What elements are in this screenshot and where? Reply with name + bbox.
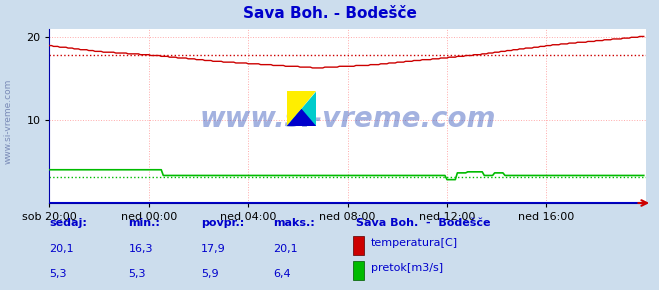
Text: maks.:: maks.: [273, 218, 315, 228]
Polygon shape [287, 91, 316, 126]
Text: min.:: min.: [129, 218, 160, 228]
Text: 17,9: 17,9 [201, 244, 226, 254]
Text: Sava Boh. - Bodešče: Sava Boh. - Bodešče [243, 6, 416, 21]
Text: 5,9: 5,9 [201, 269, 219, 279]
Text: pretok[m3/s]: pretok[m3/s] [371, 263, 443, 273]
Text: 5,3: 5,3 [49, 269, 67, 279]
Polygon shape [287, 109, 316, 126]
Text: sedaj:: sedaj: [49, 218, 87, 228]
Text: www.si-vreme.com: www.si-vreme.com [200, 106, 496, 133]
Polygon shape [287, 91, 316, 126]
Text: www.si-vreme.com: www.si-vreme.com [3, 79, 13, 164]
Text: 20,1: 20,1 [273, 244, 298, 254]
Text: temperatura[C]: temperatura[C] [371, 238, 458, 249]
Text: 16,3: 16,3 [129, 244, 153, 254]
Text: 6,4: 6,4 [273, 269, 291, 279]
Text: 20,1: 20,1 [49, 244, 74, 254]
Text: 5,3: 5,3 [129, 269, 146, 279]
Text: Sava Boh.  -  Bodešče: Sava Boh. - Bodešče [356, 218, 490, 228]
Text: povpr.:: povpr.: [201, 218, 244, 228]
